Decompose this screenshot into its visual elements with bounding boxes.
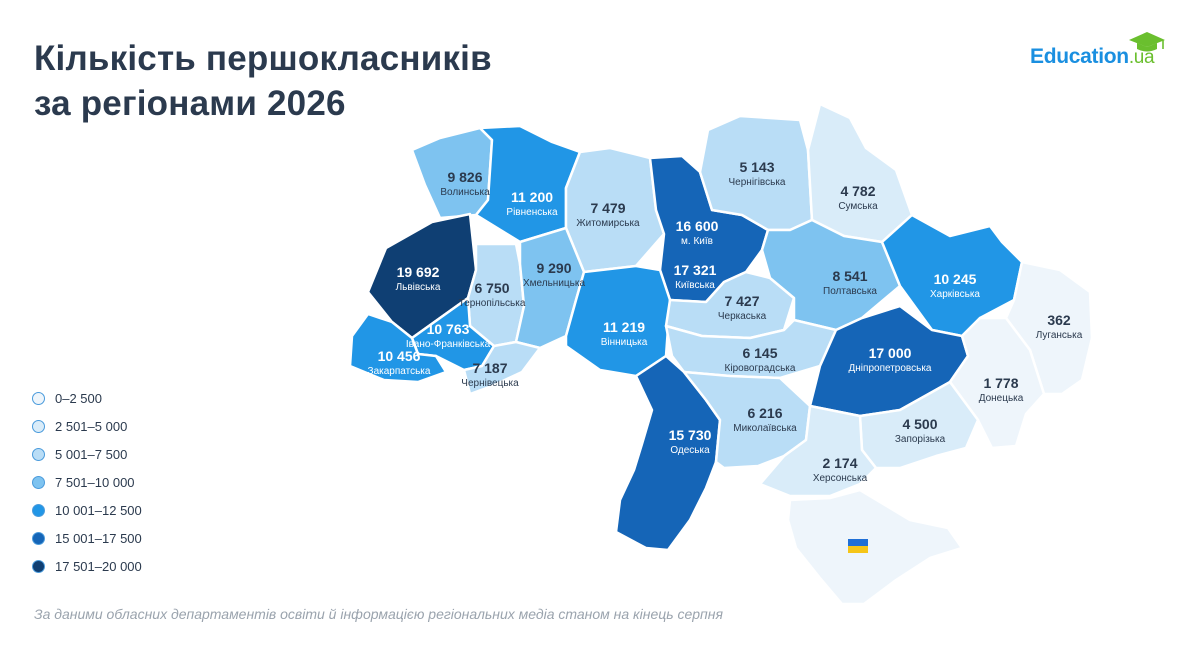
region-name-rivnenska: Рівненська	[506, 207, 558, 218]
logo-main-text: Education	[1030, 45, 1129, 68]
region-name-odeska: Одеська	[670, 445, 710, 456]
region-value-ternopilska: 6 750	[474, 280, 509, 296]
legend-swatch	[32, 419, 45, 433]
region-value-sumska: 4 782	[840, 183, 875, 199]
region-name-vinnytska: Вінницька	[601, 337, 648, 348]
region-value-rivnenska: 11 200	[511, 189, 553, 205]
region-name-kharkivska: Харківська	[930, 289, 980, 300]
legend-item: 17 501–20 000	[32, 552, 142, 580]
region-chernivetska	[462, 340, 542, 396]
logo-domain-text: .ua	[1128, 47, 1155, 68]
legend-swatch	[32, 531, 45, 545]
region-value-khmelnytska: 9 290	[536, 260, 571, 276]
region-sumska	[806, 102, 914, 244]
legend-swatch	[32, 475, 45, 489]
region-value-vinnytska: 11 219	[603, 319, 645, 335]
region-value-luhanska: 362	[1047, 312, 1071, 328]
region-name-luhanska: Луганська	[1036, 330, 1083, 341]
legend-swatch	[32, 391, 45, 405]
region-value-cherkaska: 7 427	[724, 293, 759, 309]
legend: 0–2 500 2 501–5 000 5 001–7 500 7 501–10…	[32, 384, 142, 580]
legend-item: 15 001–17 500	[32, 524, 142, 552]
region-khmelnytska	[514, 226, 586, 350]
region-name-khmelnytska: Хмельницька	[523, 278, 585, 289]
region-value-kharkivska: 10 245	[934, 271, 977, 287]
region-zakarpatska	[348, 312, 448, 384]
legend-item: 5 001–7 500	[32, 440, 142, 468]
region-value-poltavska: 8 541	[832, 268, 867, 284]
region-name-zaporizka: Запорізька	[895, 434, 946, 445]
region-value-zakarpatska: 10 456	[378, 348, 421, 364]
region-value-zaporizka: 4 500	[902, 416, 937, 432]
region-name-poltavska: Полтавська	[823, 286, 877, 297]
region-name-cherkaska: Черкаська	[718, 311, 767, 322]
region-value-khersonska: 2 174	[822, 455, 857, 471]
education-ua-logo[interactable]: Education.ua	[1030, 30, 1180, 72]
region-value-lvivska: 19 692	[397, 264, 440, 280]
ukraine-flag-icon	[848, 539, 868, 553]
region-crimea	[786, 488, 964, 606]
region-name-chernihivska: Чернігівська	[729, 177, 786, 188]
region-name-sumska: Сумська	[838, 201, 878, 212]
region-donetska	[948, 316, 1046, 450]
region-luhanska	[1004, 260, 1094, 396]
region-value-odeska: 15 730	[669, 427, 712, 443]
legend-item: 0–2 500	[32, 384, 142, 412]
region-name-ternopilska: Тернопільська	[459, 298, 526, 309]
legend-item: 2 501–5 000	[32, 412, 142, 440]
region-name-ivano-frankivska: Івано-Франківська	[406, 339, 491, 350]
region-name-zhytomyrska: Житомирська	[576, 218, 640, 229]
region-value-kirovohradska: 6 145	[742, 345, 777, 361]
title-line-2: за регіонами 2026	[34, 84, 346, 123]
source-note: За даними обласних департаментів освіти …	[34, 606, 723, 622]
region-khersonska	[758, 404, 878, 498]
region-name-mykolaivska: Миколаївська	[733, 423, 797, 434]
region-name-kirovohradska: Кіровоградська	[725, 363, 796, 374]
region-value-kyiv-city: 16 600	[676, 218, 719, 234]
region-name-kyivska: Київська	[675, 280, 715, 291]
region-name-volynska: Волинська	[440, 187, 490, 198]
title-line-1: Кількість першокласників	[34, 39, 492, 78]
legend-swatch	[32, 503, 45, 517]
region-value-dnipropetrovska: 17 000	[869, 345, 912, 361]
region-name-lvivska: Львівська	[396, 282, 441, 293]
page-title: Кількість першокласників за регіонами 20…	[34, 36, 492, 126]
region-mykolaivska	[682, 370, 812, 470]
region-value-volynska: 9 826	[447, 169, 482, 185]
region-name-dnipropetrovska: Дніпропетровська	[849, 363, 932, 374]
region-zhytomyrska	[564, 146, 666, 274]
region-value-chernihivska: 5 143	[739, 159, 774, 175]
region-value-chernivetska: 7 187	[472, 360, 507, 376]
region-value-kyivska: 17 321	[674, 262, 717, 278]
region-value-mykolaivska: 6 216	[747, 405, 782, 421]
region-name-chernivetska: Чернівецька	[461, 378, 519, 389]
region-value-ivano-frankivska: 10 763	[427, 321, 470, 337]
region-value-zhytomyrska: 7 479	[590, 200, 625, 216]
region-name-zakarpatska: Закарпатська	[368, 366, 431, 377]
graduation-cap-icon	[1129, 32, 1165, 52]
legend-item: 7 501–10 000	[32, 468, 142, 496]
region-rivnenska	[474, 124, 582, 244]
region-name-kyiv-city: м. Київ	[681, 236, 713, 247]
region-value-donetska: 1 778	[983, 375, 1018, 391]
region-name-khersonska: Херсонська	[813, 473, 868, 484]
legend-swatch	[32, 447, 45, 461]
region-name-donetska: Донецька	[979, 393, 1024, 404]
legend-swatch	[32, 559, 45, 573]
legend-item: 10 001–12 500	[32, 496, 142, 524]
